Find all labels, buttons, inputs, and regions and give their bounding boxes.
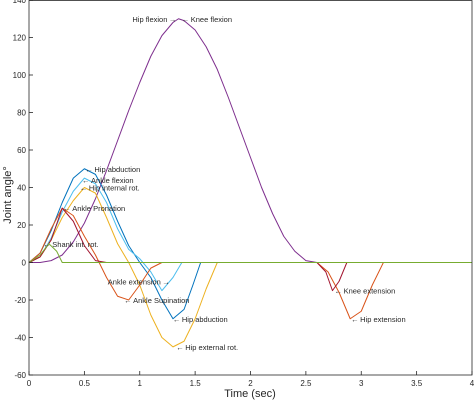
x-tick-label: 1.5	[190, 379, 202, 388]
annotation-arrow: ←	[176, 343, 184, 352]
annotation-label: Knee flexion	[191, 15, 232, 24]
x-tick-label: 3	[359, 379, 364, 388]
y-tick-label: 60	[17, 146, 26, 155]
y-tick-label: 0	[22, 259, 27, 268]
annotation-label: Hip abduction	[94, 165, 140, 174]
y-axis-ticks: -60 -40 -20 0 20 40 60 80 100 120 140	[13, 0, 33, 380]
annotation-label: Hip internal rot.	[89, 184, 140, 193]
y-tick-label: 20	[17, 221, 26, 230]
x-tick-label: 1	[138, 379, 143, 388]
annotation-arrow: ←	[80, 184, 88, 193]
annotation-arrow: ←	[43, 240, 51, 249]
y-tick-label: 140	[13, 0, 27, 5]
series-line-5	[28, 207, 472, 320]
annotation-arrow: ←	[85, 165, 93, 174]
y-axis-label: Joint angle°	[2, 166, 14, 224]
x-tick-label: 3.5	[411, 379, 423, 388]
x-tick-label: 0	[27, 379, 32, 388]
x-tick-label: 4	[470, 379, 474, 388]
annotation-arrow: →	[162, 277, 170, 286]
y-tick-label: 120	[13, 34, 27, 43]
annotation-label: Hip abduction	[182, 315, 228, 324]
y-tick-label: -40	[14, 334, 26, 343]
y-tick-label: -60	[14, 371, 26, 380]
annotation-arrow: →	[169, 15, 177, 24]
annotation-label: Ankle Pronation	[72, 204, 125, 213]
series-layer	[28, 18, 472, 348]
annotation-arrow: ←	[173, 315, 181, 324]
annotation-arrow: ←	[351, 315, 359, 324]
annotation-arrow: ←	[63, 204, 71, 213]
annotation-label: Ankle extension	[108, 277, 161, 286]
series-line-6	[28, 207, 472, 292]
annotation-label: Ankle flexion	[91, 176, 134, 185]
series-line-7	[28, 243, 472, 263]
annotation-arrow: ←	[82, 176, 90, 185]
x-tick-label: 0.5	[79, 379, 91, 388]
y-tick-label: 40	[17, 184, 26, 193]
annotation-arrow: ←	[182, 15, 190, 24]
y-tick-label: 80	[17, 109, 26, 118]
annotation-label: Shank int. rot.	[52, 240, 98, 249]
annotation-label: Hip external rot.	[185, 343, 238, 352]
annotation-label: Hip extension	[360, 315, 405, 324]
annotation-arrow: ←	[124, 296, 132, 305]
annotation-arrow: ←	[335, 287, 343, 296]
annotation-label: Knee extension	[344, 287, 396, 296]
y-tick-label: 100	[13, 71, 27, 80]
x-tick-label: 2	[248, 379, 253, 388]
x-tick-label: 2.5	[300, 379, 312, 388]
x-axis-ticks: 0 0.5 1 1.5 2 2.5 3 3.5 4	[27, 371, 474, 388]
x-axis-label: Time (sec)	[224, 388, 276, 400]
y-tick-label: -20	[14, 296, 26, 305]
annotation-label: Hip flexion	[132, 15, 167, 24]
annotation-layer: →Hip flexion ← Knee flexion← Hip abduction←…	[43, 15, 405, 352]
annotation-label: Ankle Supination	[133, 296, 189, 305]
series-line-2	[28, 168, 472, 320]
